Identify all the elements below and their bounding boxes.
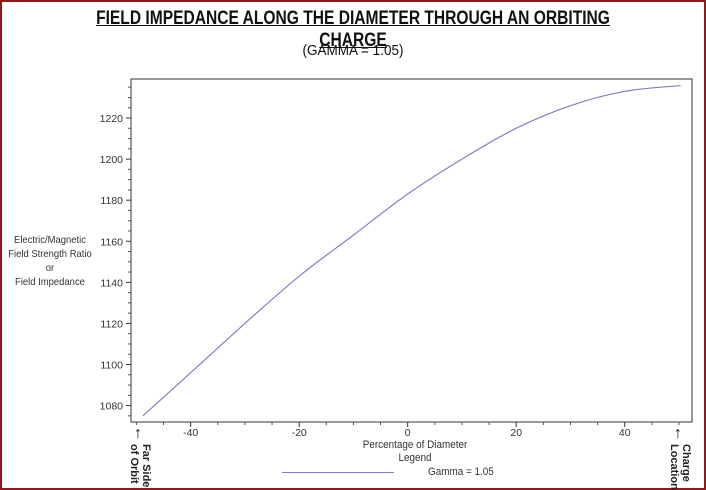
chart-title: FIELD IMPEDANCE ALONG THE DIAMETER THROU… [96, 8, 610, 51]
up-arrow-icon-right: ↑ [674, 425, 682, 442]
y-tick-label: 1080 [100, 401, 124, 413]
legend-swatch [282, 472, 394, 473]
y-axis-label-line-4: Field Impedance [15, 276, 85, 288]
y-axis-label-line-1: Electric/Magnetic [14, 234, 86, 246]
x-tick-label: -20 [292, 427, 307, 439]
x-tick-label: 40 [619, 427, 631, 439]
legend-title: Legend [398, 452, 432, 464]
chart-subtitle: (GAMMA = 1.05) [302, 42, 404, 59]
annotation-far-side: Far Side of Orbit [128, 444, 152, 488]
y-tick-label: 1160 [100, 236, 123, 248]
plot-border [130, 78, 693, 423]
y-tick-label: 1220 [100, 113, 124, 125]
x-tick-label: -40 [183, 427, 198, 439]
y-tick-label: 1200 [100, 154, 124, 166]
y-axis-label-line-3: or [45, 262, 55, 274]
legend-item: Gamma = 1.05 [428, 466, 494, 478]
y-tick-label: 1120 [100, 318, 123, 330]
x-tick-label: 20 [510, 427, 522, 439]
x-tick-label: 0 [405, 427, 411, 439]
up-arrow-icon-left: ↑ [134, 425, 142, 442]
y-tick-label: 1140 [100, 277, 123, 289]
y-axis-label-line-2: Field Strength Ratio [8, 248, 92, 260]
series-line [142, 84, 681, 417]
annotation-charge-location: Charge Location [668, 444, 692, 490]
x-axis-label: Percentage of Diameter [362, 439, 468, 451]
y-tick-label: 1100 [100, 359, 123, 371]
y-tick-label: 1180 [100, 195, 123, 207]
